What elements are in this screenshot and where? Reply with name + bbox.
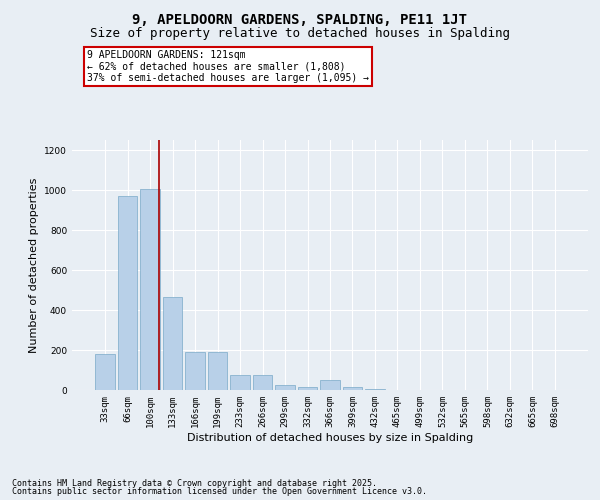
Bar [365, 389, 385, 390]
Bar [343, 387, 362, 390]
Bar [275, 385, 295, 390]
X-axis label: Distribution of detached houses by size in Spalding: Distribution of detached houses by size … [187, 432, 473, 442]
Y-axis label: Number of detached properties: Number of detached properties [29, 178, 38, 352]
Bar [95, 354, 115, 390]
Text: Contains HM Land Registry data © Crown copyright and database right 2025.: Contains HM Land Registry data © Crown c… [12, 478, 377, 488]
Text: 9, APELDOORN GARDENS, SPALDING, PE11 1JT: 9, APELDOORN GARDENS, SPALDING, PE11 1JT [133, 12, 467, 26]
Bar [253, 375, 272, 390]
Bar [185, 352, 205, 390]
Bar [320, 380, 340, 390]
Bar [230, 375, 250, 390]
Bar [208, 352, 227, 390]
Bar [163, 297, 182, 390]
Text: 9 APELDOORN GARDENS: 121sqm
← 62% of detached houses are smaller (1,808)
37% of : 9 APELDOORN GARDENS: 121sqm ← 62% of det… [87, 50, 369, 83]
Bar [118, 196, 137, 390]
Text: Contains public sector information licensed under the Open Government Licence v3: Contains public sector information licen… [12, 487, 427, 496]
Text: Size of property relative to detached houses in Spalding: Size of property relative to detached ho… [90, 28, 510, 40]
Bar [140, 189, 160, 390]
Bar [298, 387, 317, 390]
